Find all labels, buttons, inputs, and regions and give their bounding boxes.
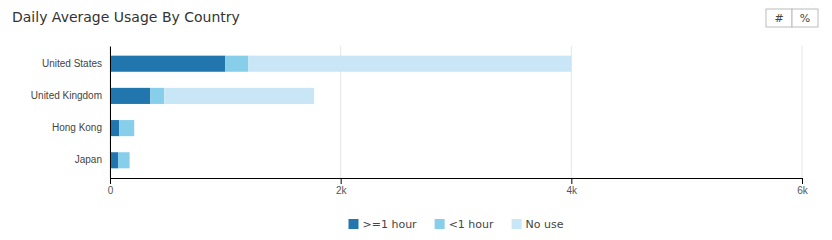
toggle-label: %: [800, 12, 810, 25]
x-tick-mark: [571, 178, 572, 184]
y-tick: United States: [42, 58, 110, 69]
series: [164, 56, 571, 104]
x-tick-mark: [110, 178, 111, 184]
y-axis: United States United Kingdom Hong Kong Japa…: [31, 47, 111, 179]
bar: [164, 88, 314, 104]
y-axis-line: [110, 47, 111, 179]
bar: [134, 120, 135, 136]
x-axis-line: [111, 179, 803, 185]
bar: [129, 152, 130, 168]
x-tick: 0: [108, 178, 114, 196]
x-tick: 6k: [797, 178, 809, 196]
legend-swatch: [349, 219, 359, 229]
x-tick-label: 6k: [797, 185, 809, 196]
bar: [110, 120, 119, 136]
bar: [119, 120, 134, 136]
grid-line: [802, 46, 803, 178]
x-axis: 0 2k 4k 6k: [108, 178, 809, 196]
series: [118, 56, 248, 169]
toggle-box: [766, 9, 792, 27]
x-tick-label: 0: [108, 185, 114, 196]
y-tick: Hong Kong: [52, 122, 110, 133]
bar: [110, 56, 225, 72]
x-tick-label: 2k: [336, 185, 348, 196]
grid-line: [110, 46, 111, 178]
y-tick-label: United States: [42, 58, 102, 69]
x-tick-mark: [802, 178, 803, 184]
legend-item: <1 hour: [435, 218, 494, 231]
bar: [110, 152, 118, 168]
legend-label: >=1 hour: [363, 218, 418, 231]
bars: [110, 56, 571, 169]
legend: >=1 hour <1 hour No use: [349, 218, 564, 231]
x-tick-label: 4k: [567, 185, 579, 196]
legend-swatch: [435, 219, 445, 229]
bar: [225, 56, 248, 72]
bar: [118, 152, 130, 168]
legend-item: No use: [512, 218, 564, 231]
series: [110, 56, 225, 169]
chart: Daily Average Usage By Country #% 0 2k 4k 6k U…: [0, 0, 832, 240]
toggle-box: [792, 9, 818, 27]
legend-label: <1 hour: [449, 218, 494, 231]
bar: [150, 88, 164, 104]
bar: [110, 88, 150, 104]
x-tick: 2k: [336, 178, 348, 196]
bar: [248, 56, 571, 72]
y-tick: United Kingdom: [31, 90, 110, 101]
x-tick: 4k: [567, 178, 579, 196]
x-tick-mark: [341, 178, 342, 184]
toggle-label: #: [774, 12, 783, 25]
y-tick-label: Hong Kong: [52, 122, 102, 133]
y-tick: Japan: [75, 154, 110, 165]
y-tick-label: Japan: [75, 154, 102, 165]
title: Daily Average Usage By Country: [12, 9, 240, 25]
legend-label: No use: [526, 218, 564, 231]
legend-item: >=1 hour: [349, 218, 418, 231]
plot: 0 2k 4k 6k United States United Kingdom Hong K…: [31, 46, 809, 196]
y-tick-label: United Kingdom: [31, 90, 102, 101]
legend-swatch: [512, 219, 522, 229]
grid: [110, 46, 802, 178]
toggle-group: #%: [766, 9, 818, 27]
